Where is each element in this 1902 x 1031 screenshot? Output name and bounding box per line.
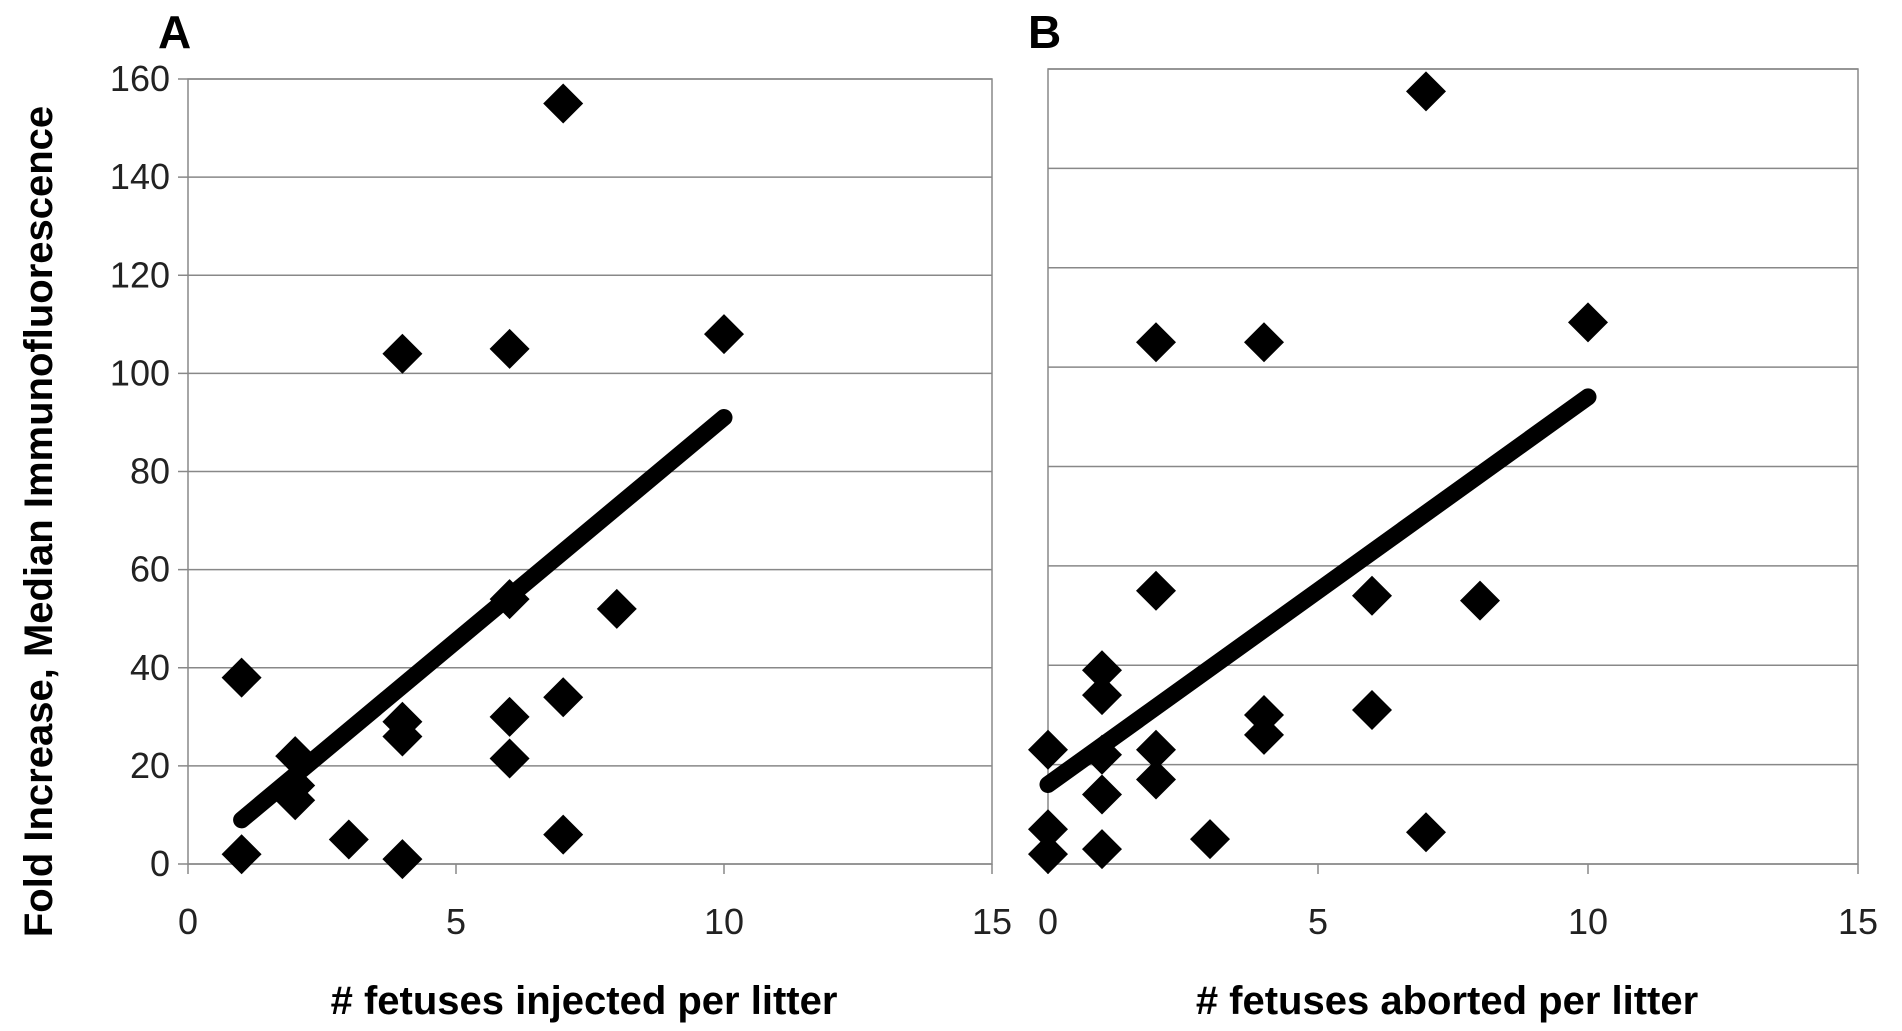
data-point [1028,729,1068,770]
trend-line [1039,388,1597,793]
data-point [1244,714,1284,755]
data-point [275,736,316,777]
data-point [489,328,530,369]
data-point [1082,650,1122,691]
data-point [1406,812,1446,853]
y-tick-label: 140 [110,156,170,197]
x-tick-label: 5 [446,901,466,942]
panel-label: B [1028,6,1061,58]
data-point [489,579,530,620]
data-point [543,83,584,124]
data-point [1352,575,1392,616]
data-point [1190,819,1230,860]
data-point [328,819,369,860]
y-tick-label: 0 [150,843,170,884]
data-point [1244,322,1284,363]
data-point [1082,829,1122,870]
x-tick-label: 0 [178,901,198,942]
x-tick-label: 15 [972,901,1012,942]
x-axis-title: # fetuses injected per litter [331,979,838,1023]
y-tick-label: 20 [130,745,170,786]
y-tick-label: 120 [110,254,170,295]
x-tick-label: 0 [1038,901,1058,942]
data-point [1568,302,1608,343]
y-tick-label: 60 [130,549,170,590]
y-axis-title: Fold Increase, Median Immunofluorescence [17,106,61,937]
plot-frame [1047,68,1859,865]
data-point [275,780,316,821]
x-tick-label: 5 [1308,901,1328,942]
data-point [1028,834,1068,875]
trend-line [233,409,733,829]
x-axis-title: # fetuses aborted per litter [1196,979,1698,1023]
data-point [1136,759,1176,800]
data-point [1136,570,1176,611]
data-point [1460,580,1500,621]
plot-frame [187,78,993,865]
data-point [1028,809,1068,850]
x-tick-label: 15 [1838,901,1878,942]
data-point [1406,71,1446,112]
data-point [382,839,423,880]
x-tick-label: 10 [704,901,744,942]
panel-label: A [158,6,191,58]
data-point [543,814,584,855]
data-point [596,588,637,629]
x-tick-label: 10 [1568,901,1608,942]
data-point [489,696,530,737]
data-point [221,834,262,875]
y-tick-label: 160 [110,58,170,99]
y-tick-label: 80 [130,451,170,492]
data-point [221,657,262,698]
data-point [1352,689,1392,730]
data-point [1136,322,1176,363]
data-point [382,333,423,374]
data-point [543,677,584,718]
data-point [489,738,530,779]
data-point [1136,729,1176,770]
data-point [704,314,744,355]
y-tick-label: 40 [130,647,170,688]
y-tick-label: 100 [110,352,170,393]
data-point [1082,774,1122,815]
data-point [1082,734,1122,775]
data-point [382,716,423,757]
data-point [1082,675,1122,716]
